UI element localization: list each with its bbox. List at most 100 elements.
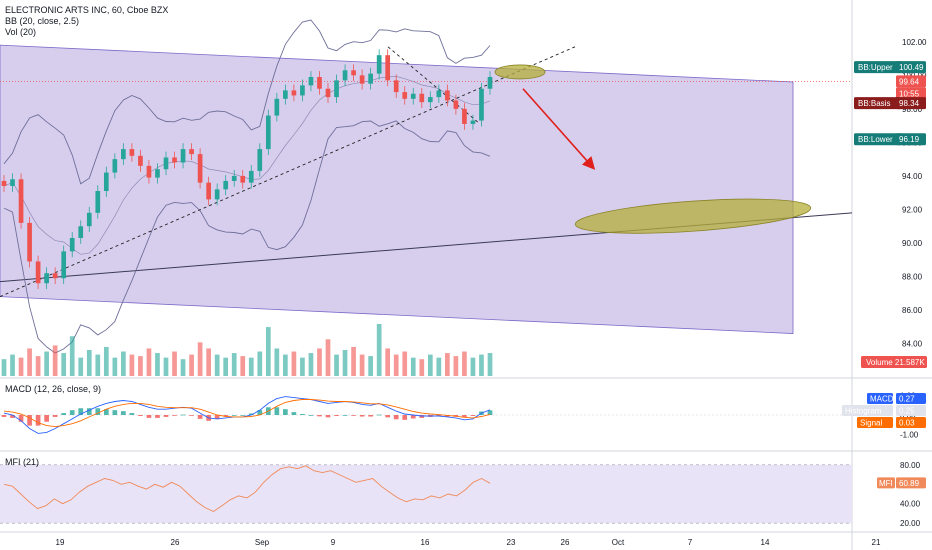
volume-bar xyxy=(248,357,254,376)
volume-bar xyxy=(393,354,399,376)
volume-bar xyxy=(308,353,314,376)
volume-bar xyxy=(231,353,237,376)
volume-bar xyxy=(155,353,160,376)
macd-tag-value-box xyxy=(896,405,926,416)
volume-bar xyxy=(206,348,211,376)
volume-bar xyxy=(300,357,305,376)
candle-body xyxy=(95,191,101,213)
mfi-tag-value-box xyxy=(896,477,926,489)
volume-bar xyxy=(462,351,467,376)
volume-bar xyxy=(78,357,84,376)
mfi-line xyxy=(3,465,491,513)
candle-body xyxy=(300,85,305,96)
volume-bar xyxy=(61,353,67,376)
macd-histogram-bar xyxy=(351,415,356,416)
vol-legend[interactable]: Vol (20) xyxy=(5,27,37,37)
macd-histogram-bar xyxy=(52,415,58,417)
bb-upper-tag-value-box xyxy=(896,61,926,74)
volume-bar xyxy=(95,354,101,376)
candle-body xyxy=(138,155,143,166)
macd-histogram-bar xyxy=(325,415,331,418)
countdown-tag: 10:55 xyxy=(899,89,920,98)
macd-histogram-bar xyxy=(376,414,382,416)
volume-bar xyxy=(351,346,356,376)
volume-bar xyxy=(487,353,493,376)
candle-body xyxy=(231,175,237,181)
macd-histogram-bar xyxy=(308,415,314,416)
macd-histogram-bar xyxy=(317,415,322,417)
candle-body xyxy=(462,108,467,124)
macd-histogram-bar xyxy=(121,411,126,415)
macd-histogram-bar xyxy=(368,415,373,417)
macd-legend[interactable]: MACD (12, 26, close, 9) xyxy=(5,384,102,394)
candle-body xyxy=(376,55,382,74)
candle-body xyxy=(240,175,246,183)
candle-body xyxy=(35,261,41,284)
mfi-tick: 80.00 xyxy=(900,461,921,470)
candle-body xyxy=(325,88,331,98)
volume-bar xyxy=(214,354,220,376)
price-tick: 90.00 xyxy=(902,239,923,248)
volume-bar xyxy=(121,351,126,376)
candle-body xyxy=(206,182,211,200)
bb-legend[interactable]: BB (20, close, 2.5) xyxy=(5,16,80,26)
symbol-title[interactable]: ELECTRONIC ARTS INC, 60, Cboe BZX xyxy=(5,5,169,15)
candle-body xyxy=(308,76,314,86)
price-axis[interactable]: 84.0086.0088.0090.0092.0094.0096.0098.00… xyxy=(854,38,927,368)
candle-body xyxy=(436,90,442,98)
candle-body xyxy=(223,180,229,190)
bb-lower-tag-value-box xyxy=(896,133,926,146)
last-price-tag-value: 99.64 xyxy=(899,77,920,86)
volume-bar xyxy=(1,359,7,376)
macd-histogram-bar xyxy=(385,415,391,418)
candle-body xyxy=(453,100,459,109)
macd-histogram-bar xyxy=(393,415,399,420)
volume-bar xyxy=(10,354,15,376)
candle-body xyxy=(393,80,399,93)
macd-histogram-bar xyxy=(462,415,467,418)
last-price-tag-value-box xyxy=(896,75,926,88)
volume-bar xyxy=(27,348,32,376)
candle-body xyxy=(265,115,271,150)
volume-bar xyxy=(18,357,24,376)
volume-bar xyxy=(436,357,442,376)
candle-body xyxy=(129,149,135,156)
candle-body xyxy=(248,170,254,183)
macd-tick: -1.00 xyxy=(900,430,919,439)
volume-bar xyxy=(274,348,280,376)
macd-histogram-bar xyxy=(86,408,92,415)
price-pane[interactable] xyxy=(0,19,853,376)
volume-bar xyxy=(283,354,288,376)
macd-tag-value: 0.27 xyxy=(899,395,915,404)
macd-tag-value: 0.03 xyxy=(899,419,915,428)
bb-upper-tag-label-box xyxy=(854,61,902,74)
macd-tag-label: MACD xyxy=(870,395,894,404)
candle-body xyxy=(291,90,297,96)
mfi-tick: 20.00 xyxy=(900,519,921,528)
target-ellipse-small xyxy=(494,64,546,80)
volume-bar xyxy=(44,351,49,376)
macd-histogram-bar xyxy=(248,413,254,415)
mfi-legend[interactable]: MFI (21) xyxy=(5,457,40,467)
candle-body xyxy=(155,169,160,178)
volume-bar xyxy=(240,356,246,376)
candle-body xyxy=(351,70,356,76)
dashed-uptrend-line xyxy=(0,46,576,298)
macd-histogram-bar xyxy=(10,415,15,418)
macd-tag-label-box xyxy=(842,405,893,416)
macd-pane[interactable]: 1.000.00-1.00MACD0.27Histogram0.25Signal… xyxy=(0,392,926,440)
macd-histogram-bar xyxy=(163,415,169,417)
time-tick: 21 xyxy=(872,538,881,547)
mfi-tag-label-box xyxy=(877,477,895,489)
volume-bar xyxy=(359,354,365,376)
signal-line xyxy=(3,399,491,428)
bb-lower-tag-value: 96.19 xyxy=(899,135,920,144)
time-axis[interactable]: 19 26 Sep 9 16 23 26 Oct 7 14 21 xyxy=(56,538,881,547)
candle-body xyxy=(18,179,24,223)
macd-histogram-bar xyxy=(103,409,109,415)
macd-histogram-bar xyxy=(35,415,41,426)
volume-bar xyxy=(265,327,271,376)
macd-histogram-bar xyxy=(402,415,408,420)
